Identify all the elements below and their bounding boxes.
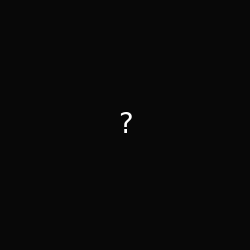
Text: ?: ? xyxy=(118,111,132,139)
